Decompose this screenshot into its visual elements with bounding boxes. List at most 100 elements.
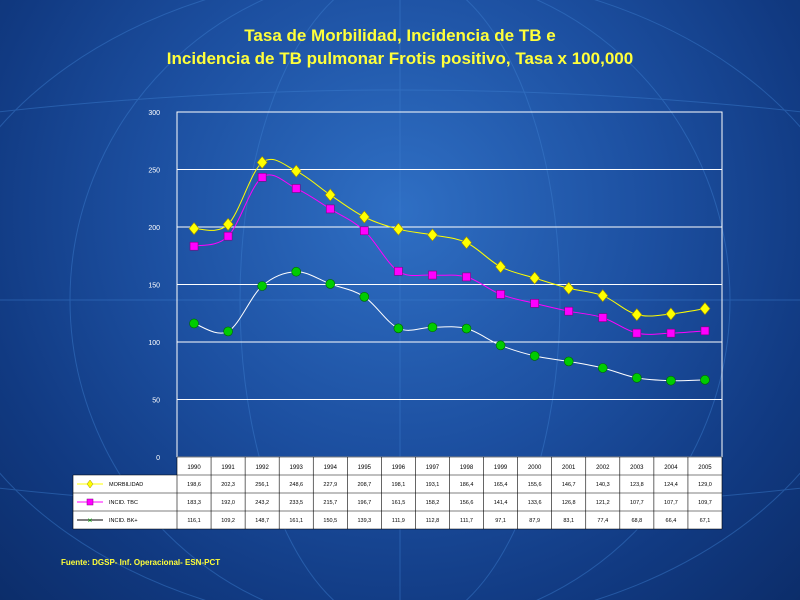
data-point-incid-bk bbox=[495, 340, 506, 351]
table-value: 112,8 bbox=[426, 518, 439, 524]
table-value: 140,3 bbox=[596, 482, 610, 488]
data-point-incid-tbc bbox=[257, 173, 267, 182]
table-value: 123,8 bbox=[630, 482, 644, 488]
table-value: 66,4 bbox=[666, 518, 677, 524]
data-point-morbilidad bbox=[358, 210, 370, 224]
table-value: 202,3 bbox=[221, 482, 235, 488]
x-tick-label: 1995 bbox=[358, 465, 372, 471]
data-point-morbilidad bbox=[222, 217, 234, 231]
legend-label: INCID. BK+ bbox=[109, 518, 138, 524]
x-tick-label: 1994 bbox=[324, 465, 338, 471]
y-tick-label: 0 bbox=[156, 455, 160, 462]
data-point-incid-bk bbox=[393, 323, 404, 334]
table-value: 193,1 bbox=[426, 482, 440, 488]
data-point-incid-bk bbox=[461, 323, 472, 334]
legend-marker: × bbox=[88, 516, 93, 525]
table-body-bg bbox=[73, 475, 722, 529]
table-value: 156,6 bbox=[460, 500, 474, 506]
data-point-incid-tbc bbox=[530, 299, 539, 308]
data-point-morbilidad bbox=[290, 164, 302, 178]
legend-marker bbox=[86, 498, 94, 506]
table-value: 192,0 bbox=[221, 500, 235, 506]
table-value: 77,4 bbox=[597, 518, 608, 524]
data-point-incid-tbc bbox=[189, 241, 199, 251]
y-tick-label: 100 bbox=[148, 340, 160, 347]
table-value: 148,7 bbox=[255, 518, 269, 524]
table-value: 141,4 bbox=[494, 500, 508, 506]
x-tick-label: 2003 bbox=[630, 465, 644, 471]
table-value: 183,3 bbox=[187, 500, 201, 506]
table-value: 121,2 bbox=[596, 500, 610, 506]
table-value: 150,5 bbox=[323, 518, 337, 524]
data-point-morbilidad bbox=[461, 236, 472, 250]
table-value: 158,2 bbox=[426, 500, 440, 506]
series-line-1 bbox=[193, 174, 706, 335]
table-value: 109,7 bbox=[698, 500, 712, 506]
legend-label: INCID. TBC bbox=[109, 500, 138, 506]
table-value: 133,6 bbox=[528, 500, 542, 506]
table-value: 124,4 bbox=[664, 482, 678, 488]
data-point-incid-bk bbox=[359, 292, 370, 302]
x-tick-label: 1990 bbox=[187, 465, 201, 471]
table-value: 67,1 bbox=[700, 518, 711, 524]
table-value: 215,7 bbox=[323, 500, 337, 506]
table-value: 146,7 bbox=[562, 482, 576, 488]
data-point-incid-bk bbox=[563, 356, 574, 367]
series-line-2 bbox=[193, 271, 705, 382]
data-point-morbilidad bbox=[393, 222, 404, 236]
data-point-incid-bk bbox=[427, 322, 438, 333]
table-value: 68,8 bbox=[631, 518, 642, 524]
data-point-incid-bk bbox=[223, 326, 233, 337]
x-tick-label: 1996 bbox=[392, 465, 406, 471]
x-tick-label: 2004 bbox=[664, 465, 678, 471]
data-point-incid-bk bbox=[700, 375, 710, 385]
legend-label: MORBILIDAD bbox=[109, 482, 143, 488]
table-value: 186,4 bbox=[460, 482, 474, 488]
table-value: 111,7 bbox=[460, 518, 473, 524]
data-point-incid-bk bbox=[632, 373, 642, 383]
table-value: 87,9 bbox=[529, 518, 540, 524]
data-point-incid-tbc bbox=[291, 184, 301, 193]
y-tick-label: 300 bbox=[148, 110, 160, 117]
table-value: 196,7 bbox=[357, 500, 371, 506]
data-point-morbilidad bbox=[597, 289, 609, 303]
table-value: 165,4 bbox=[494, 482, 508, 488]
data-point-incid-tbc bbox=[223, 231, 233, 241]
chart-title-line-2: Incidencia de TB pulmonar Frotis positiv… bbox=[166, 49, 634, 68]
data-point-incid-tbc bbox=[496, 290, 505, 299]
x-tick-label: 1991 bbox=[221, 465, 235, 471]
data-point-incid-tbc bbox=[598, 313, 608, 322]
chart-title-line-1: Tasa de Morbilidad, Incidencia de TB e bbox=[244, 26, 556, 45]
y-tick-label: 250 bbox=[148, 168, 160, 175]
table-value: 109,2 bbox=[221, 518, 235, 524]
table-value: 256,1 bbox=[255, 482, 269, 488]
data-point-incid-tbc bbox=[325, 204, 335, 214]
x-tick-label: 2000 bbox=[528, 465, 542, 471]
table-value: 111,9 bbox=[392, 518, 405, 524]
x-tick-label: 2005 bbox=[698, 465, 712, 471]
table-value: 129,0 bbox=[698, 482, 712, 488]
x-tick-label: 1999 bbox=[494, 465, 508, 471]
data-point-incid-bk bbox=[597, 363, 608, 373]
data-point-incid-tbc bbox=[428, 270, 437, 280]
table-value: 227,9 bbox=[323, 482, 337, 488]
data-point-incid-tbc bbox=[666, 328, 676, 338]
legend-marker bbox=[86, 479, 94, 489]
table-value: 107,7 bbox=[664, 500, 678, 506]
table-value: 139,3 bbox=[357, 518, 371, 524]
table-value: 198,6 bbox=[187, 482, 201, 488]
data-point-incid-tbc bbox=[632, 328, 642, 338]
x-tick-label: 1992 bbox=[255, 465, 269, 471]
data-point-incid-tbc bbox=[700, 326, 710, 336]
data-point-incid-bk bbox=[189, 318, 199, 329]
table-value: 116,1 bbox=[187, 518, 200, 524]
data-point-incid-bk bbox=[666, 375, 676, 386]
x-tick-label: 2001 bbox=[562, 465, 576, 471]
data-point-incid-tbc bbox=[394, 266, 403, 276]
data-point-incid-tbc bbox=[462, 272, 471, 282]
data-point-morbilidad bbox=[188, 222, 200, 236]
table-value: 83,1 bbox=[563, 518, 574, 524]
table-value: 243,2 bbox=[255, 500, 269, 506]
data-point-morbilidad bbox=[427, 228, 438, 242]
